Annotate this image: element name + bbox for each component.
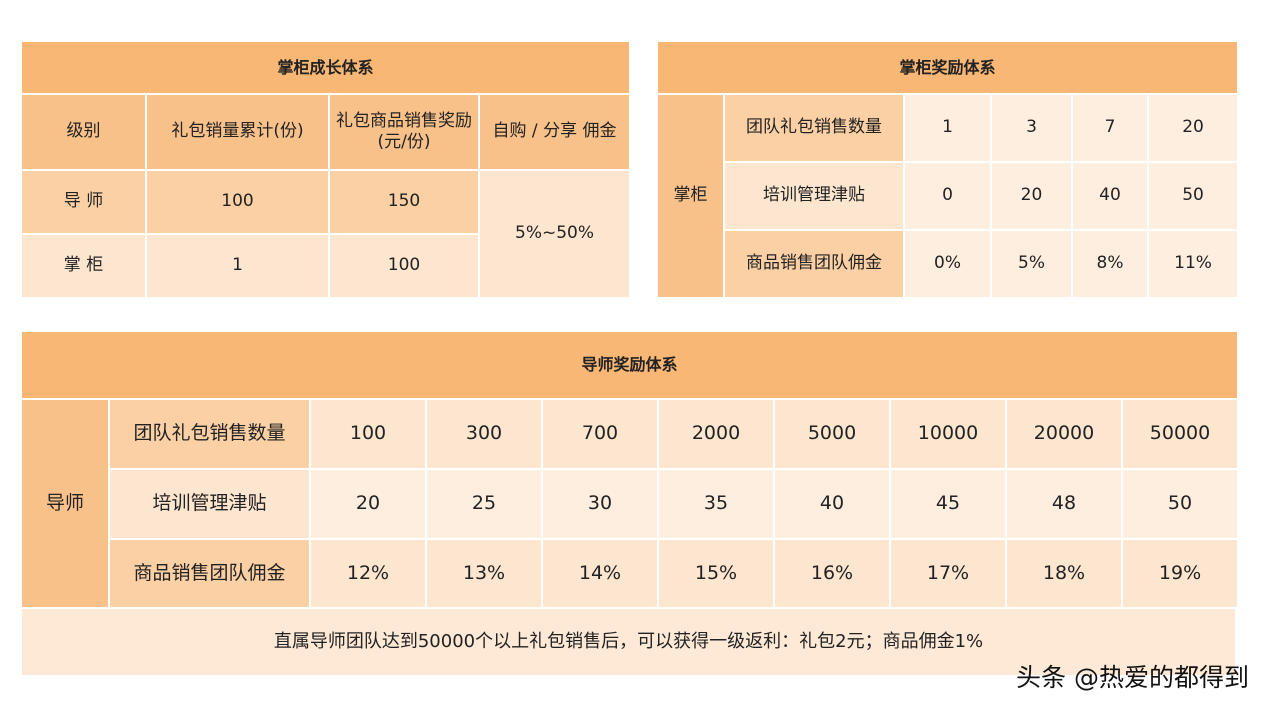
mentor-cell-0-3: 2000 bbox=[657, 398, 775, 470]
mentor-cell-0-6: 20000 bbox=[1005, 398, 1123, 470]
growth-header-level: 级别 bbox=[20, 93, 147, 171]
mentor-note-box: 直属导师团队达到50000个以上礼包销售后，可以获得一级返利：礼包2元；商品佣金… bbox=[20, 607, 1237, 677]
growth-level-manager: 掌 柜 bbox=[20, 233, 147, 299]
growth-count-manager: 1 bbox=[145, 233, 330, 299]
mentor-row-label-2: 商品销售团队佣金 bbox=[108, 538, 311, 609]
mentor-cell-2-6: 18% bbox=[1005, 538, 1123, 609]
mentor-cell-0-4: 5000 bbox=[773, 398, 891, 470]
mentor-cell-1-0: 20 bbox=[309, 468, 427, 540]
manager-side-label: 掌柜 bbox=[656, 93, 725, 299]
mentor-cell-2-3: 15% bbox=[657, 538, 775, 609]
mentor-cell-2-7: 19% bbox=[1120, 538, 1240, 609]
manager-row-label-1: 培训管理津贴 bbox=[723, 161, 905, 231]
watermark: 头条 @热爱的都得到 bbox=[1016, 663, 1249, 692]
mentor-cell-0-7: 50000 bbox=[1120, 398, 1240, 470]
manager-cell-0-0: 1 bbox=[903, 93, 992, 163]
mentor-cell-1-5: 45 bbox=[889, 468, 1007, 540]
mentor-table: 导师奖励体系 导师 团队礼包销售数量 100 300 700 2000 5000… bbox=[19, 330, 1240, 609]
mentor-cell-1-1: 25 bbox=[425, 468, 543, 540]
mentor-cell-0-0: 100 bbox=[309, 398, 427, 470]
mentor-cell-0-2: 700 bbox=[541, 398, 659, 470]
mentor-row-label-1: 培训管理津贴 bbox=[108, 468, 311, 540]
mentor-cell-1-4: 40 bbox=[773, 468, 891, 540]
manager-cell-2-2: 8% bbox=[1071, 229, 1149, 299]
growth-commission: 5%~50% bbox=[477, 169, 632, 299]
growth-header-reward: 礼包商品销售奖励(元/份) bbox=[328, 93, 480, 171]
growth-header-count: 礼包销量累计(份) bbox=[145, 93, 330, 171]
manager-cell-1-3: 50 bbox=[1146, 161, 1240, 231]
manager-cell-0-2: 7 bbox=[1071, 93, 1149, 163]
mentor-cell-1-2: 30 bbox=[541, 468, 659, 540]
growth-title: 掌柜成长体系 bbox=[19, 40, 632, 95]
growth-level-mentor: 导 师 bbox=[20, 169, 147, 235]
mentor-cell-2-4: 16% bbox=[773, 538, 891, 609]
growth-table: 掌柜成长体系 级别 礼包销量累计(份) 礼包商品销售奖励(元/份) 自购 / 分… bbox=[19, 40, 632, 299]
manager-row-label-0: 团队礼包销售数量 bbox=[723, 93, 905, 163]
mentor-cell-0-1: 300 bbox=[425, 398, 543, 470]
manager-cell-0-3: 20 bbox=[1146, 93, 1240, 163]
mentor-cell-1-3: 35 bbox=[657, 468, 775, 540]
manager-cell-1-0: 0 bbox=[903, 161, 992, 231]
mentor-cell-1-6: 48 bbox=[1005, 468, 1123, 540]
growth-reward-manager: 100 bbox=[328, 233, 480, 299]
mentor-cell-2-5: 17% bbox=[889, 538, 1007, 609]
mentor-title: 导师奖励体系 bbox=[19, 330, 1240, 400]
mentor-row-label-0: 团队礼包销售数量 bbox=[108, 398, 311, 470]
mentor-cell-1-7: 50 bbox=[1120, 468, 1240, 540]
mentor-cell-2-0: 12% bbox=[309, 538, 427, 609]
manager-cell-2-0: 0% bbox=[903, 229, 992, 299]
manager-cell-0-1: 3 bbox=[990, 93, 1073, 163]
manager-cell-2-3: 11% bbox=[1146, 229, 1240, 299]
growth-reward-mentor: 150 bbox=[328, 169, 480, 235]
growth-header-commission: 自购 / 分享 佣金 bbox=[477, 93, 632, 171]
manager-row-label-2: 商品销售团队佣金 bbox=[723, 229, 905, 299]
mentor-cell-0-5: 10000 bbox=[889, 398, 1007, 470]
manager-title: 掌柜奖励体系 bbox=[655, 40, 1240, 95]
manager-cell-1-2: 40 bbox=[1071, 161, 1149, 231]
manager-table: 掌柜奖励体系 掌柜 团队礼包销售数量 1 3 7 20 培训管理津贴 0 20 … bbox=[655, 40, 1240, 299]
mentor-side-label: 导师 bbox=[20, 398, 110, 609]
mentor-cell-2-2: 14% bbox=[541, 538, 659, 609]
mentor-note: 直属导师团队达到50000个以上礼包销售后，可以获得一级返利：礼包2元；商品佣金… bbox=[20, 607, 1237, 677]
manager-cell-2-1: 5% bbox=[990, 229, 1073, 299]
growth-count-mentor: 100 bbox=[145, 169, 330, 235]
manager-cell-1-1: 20 bbox=[990, 161, 1073, 231]
mentor-cell-2-1: 13% bbox=[425, 538, 543, 609]
